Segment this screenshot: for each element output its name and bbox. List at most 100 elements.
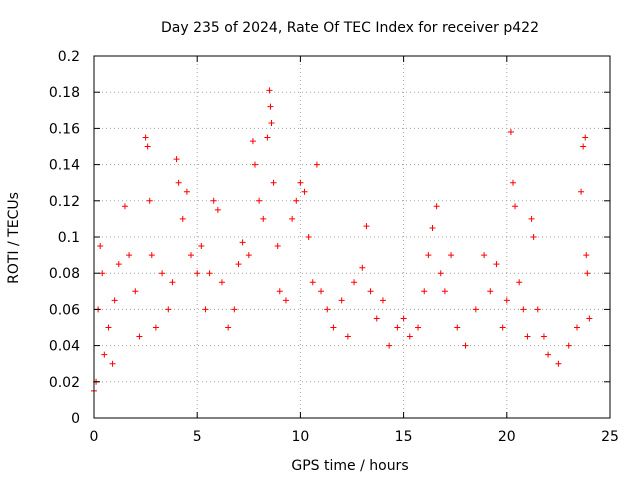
y-tick-label: 0.14 <box>49 158 80 174</box>
data-point <box>324 306 331 313</box>
data-point <box>194 270 201 277</box>
x-tick-label: 20 <box>498 429 516 445</box>
data-point <box>293 197 300 204</box>
data-point <box>379 297 386 304</box>
data-point <box>540 333 547 340</box>
data-point <box>580 143 587 150</box>
data-point <box>218 279 225 286</box>
data-point <box>202 306 209 313</box>
data-point <box>481 252 488 259</box>
data-point <box>188 252 195 259</box>
data-point <box>524 333 531 340</box>
data-point <box>210 197 217 204</box>
data-point <box>159 270 166 277</box>
data-point <box>512 203 519 210</box>
data-point <box>573 324 580 331</box>
data-point <box>586 315 593 322</box>
data-point <box>146 197 153 204</box>
data-point <box>509 179 516 186</box>
data-point <box>115 261 122 268</box>
y-tick-label: 0.1 <box>58 230 80 246</box>
data-point <box>289 215 296 222</box>
data-point <box>318 288 325 295</box>
data-points <box>91 87 593 394</box>
data-point <box>267 103 274 110</box>
data-point <box>425 252 432 259</box>
x-tick-label: 10 <box>291 429 309 445</box>
y-tick-label: 0.02 <box>49 375 80 391</box>
y-tick-label: 0.08 <box>49 266 80 282</box>
y-tick-label: 0.2 <box>58 49 80 65</box>
data-point <box>231 306 238 313</box>
y-tick-label: 0.04 <box>49 339 80 355</box>
data-point <box>132 288 139 295</box>
x-tick-label: 0 <box>90 429 99 445</box>
data-point <box>251 161 258 168</box>
data-point <box>301 188 308 195</box>
data-point <box>394 324 401 331</box>
data-point <box>165 306 172 313</box>
data-point <box>472 306 479 313</box>
data-point <box>270 179 277 186</box>
data-point <box>142 134 149 141</box>
data-point <box>565 342 572 349</box>
y-tick-label: 0.06 <box>49 302 80 318</box>
data-point <box>555 360 562 367</box>
data-point <box>545 351 552 358</box>
data-point <box>534 306 541 313</box>
grid-lines <box>94 56 610 418</box>
data-point <box>111 297 118 304</box>
data-point <box>429 224 436 231</box>
data-point <box>448 252 455 259</box>
data-point <box>97 243 104 250</box>
data-point <box>169 279 176 286</box>
data-point <box>121 203 128 210</box>
data-point <box>359 264 366 271</box>
data-point <box>173 156 180 163</box>
data-point <box>305 234 312 240</box>
x-tick-label: 5 <box>193 429 202 445</box>
data-point <box>175 179 182 186</box>
data-point <box>239 239 246 246</box>
data-point <box>274 243 281 250</box>
y-tick-label: 0.18 <box>49 85 80 101</box>
data-point <box>144 143 151 150</box>
data-point <box>363 223 370 230</box>
data-point <box>344 333 351 340</box>
data-point <box>415 324 422 331</box>
data-point <box>507 129 514 136</box>
data-point <box>206 270 213 277</box>
x-tick-label: 25 <box>601 429 619 445</box>
data-point <box>503 297 510 304</box>
data-point <box>105 324 112 331</box>
data-point <box>487 288 494 295</box>
data-point <box>516 279 523 286</box>
data-point <box>109 360 116 367</box>
data-point <box>225 324 232 331</box>
data-point <box>367 288 374 295</box>
data-point <box>152 324 159 331</box>
data-point <box>245 252 252 259</box>
data-point <box>214 206 221 213</box>
data-point <box>276 288 283 295</box>
data-point <box>313 161 320 168</box>
data-point <box>406 333 413 340</box>
data-point <box>433 203 440 210</box>
data-point <box>584 270 591 277</box>
data-point <box>268 119 275 126</box>
data-point <box>400 315 407 322</box>
data-point <box>386 342 393 349</box>
axis-ticks: 0 0.02 0.04 0.06 0.08 0.1 0.12 0.14 0.16 0.18 0.2 0… <box>49 49 619 445</box>
data-point <box>583 252 590 259</box>
data-point <box>101 351 108 358</box>
data-point <box>330 324 337 331</box>
data-point <box>148 252 155 259</box>
x-axis-label: GPS time / hours <box>291 458 408 474</box>
data-point <box>578 188 585 195</box>
data-point <box>338 297 345 304</box>
data-point <box>282 297 289 304</box>
data-point <box>437 270 444 277</box>
data-point <box>520 306 527 313</box>
data-point <box>297 179 304 186</box>
data-point <box>136 333 143 340</box>
